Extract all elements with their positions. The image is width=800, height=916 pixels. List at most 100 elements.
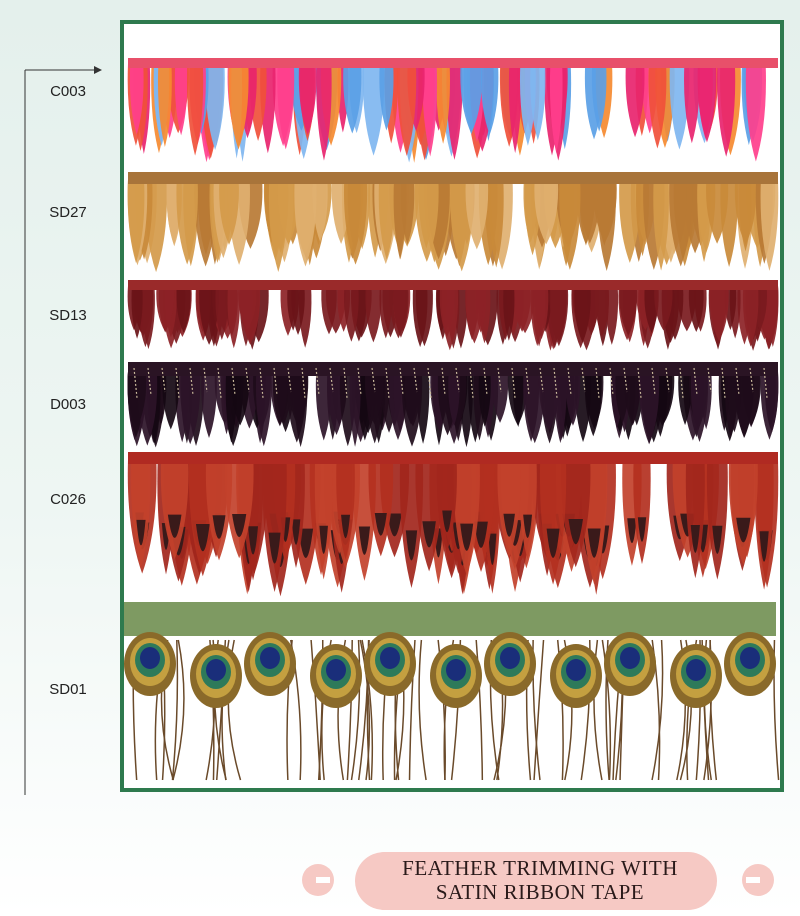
feather <box>180 372 201 445</box>
feather <box>368 460 394 557</box>
bead-string <box>483 367 488 396</box>
feather <box>414 180 439 262</box>
peacock-herl <box>533 639 545 781</box>
bead-string <box>161 367 166 393</box>
feather <box>224 460 254 559</box>
feather <box>228 64 249 150</box>
feather <box>379 64 394 131</box>
feather-tip <box>460 523 474 551</box>
feather <box>633 460 651 565</box>
feather-tip <box>136 519 146 546</box>
feather-tip <box>268 532 281 564</box>
feather <box>480 64 499 135</box>
feather <box>238 286 257 331</box>
feather <box>446 64 463 160</box>
feather <box>688 286 704 333</box>
bead-string <box>231 367 236 396</box>
ribbon <box>128 58 778 68</box>
feather-tip <box>319 525 328 554</box>
feather-tip <box>546 528 560 558</box>
footer-title: FEATHER TRIMMING WITH <box>402 856 678 880</box>
feather <box>512 372 524 427</box>
feather <box>294 180 317 267</box>
feather-tip <box>637 517 647 542</box>
feather <box>760 372 779 440</box>
feather <box>441 286 459 351</box>
bead-string <box>455 367 460 393</box>
feather <box>559 180 581 270</box>
bead-string <box>273 367 278 396</box>
feather-tip <box>736 517 751 543</box>
bead-string <box>665 367 670 393</box>
feather <box>199 286 220 345</box>
eye-blue <box>500 647 520 669</box>
bead-string <box>413 367 418 393</box>
bead-string <box>567 367 572 396</box>
product-code: C026 <box>50 491 86 508</box>
feather <box>503 286 515 341</box>
feather <box>156 286 175 332</box>
feather <box>648 64 667 149</box>
peacock-herl <box>171 639 179 781</box>
feather-bands <box>124 58 780 781</box>
feather <box>277 180 300 245</box>
bead-string <box>721 367 726 399</box>
feather <box>534 180 559 245</box>
feather <box>176 180 198 265</box>
bead-string <box>427 367 432 399</box>
feather <box>728 460 758 565</box>
bead-string <box>385 367 390 399</box>
feather <box>227 286 241 349</box>
feather <box>767 286 779 347</box>
feather <box>412 286 428 348</box>
feather-tip <box>374 513 387 536</box>
feather <box>343 64 362 134</box>
feather <box>734 180 757 245</box>
feather <box>399 460 424 588</box>
footer-title: SATIN RIBBON TAPE <box>435 880 645 904</box>
feather-tip <box>358 526 371 555</box>
feather <box>343 180 368 265</box>
feather-tip <box>405 530 418 561</box>
feather <box>685 460 705 579</box>
bead-string <box>469 367 474 399</box>
bead-string <box>707 367 712 393</box>
eye-blue <box>446 659 466 681</box>
feather <box>127 372 147 428</box>
peacock-herl <box>310 639 321 781</box>
feather <box>393 180 407 260</box>
bead-string <box>609 367 614 396</box>
feather <box>706 460 728 580</box>
feather <box>287 286 300 331</box>
feather <box>624 372 641 426</box>
feather <box>478 372 491 427</box>
feather-tip <box>712 525 723 554</box>
feather-tip <box>523 514 533 538</box>
feather-tip <box>627 518 637 544</box>
feather <box>465 180 489 250</box>
peacock-herl <box>172 639 185 781</box>
bead-string <box>441 367 446 396</box>
feather <box>176 286 191 333</box>
bead-string <box>679 367 684 399</box>
feather <box>131 286 143 339</box>
feather <box>174 64 188 136</box>
feather <box>364 372 384 424</box>
bead-string <box>287 367 292 393</box>
bead-string <box>637 367 642 399</box>
feather <box>141 286 155 350</box>
feather <box>201 372 217 438</box>
feather <box>538 372 560 432</box>
peacock-herl <box>601 639 612 781</box>
satin-ribbon <box>124 602 776 636</box>
feather-tip <box>195 523 210 552</box>
feather <box>639 372 660 445</box>
feather <box>365 286 382 343</box>
bead-string <box>189 367 194 396</box>
eye-blue <box>140 647 160 669</box>
feather <box>549 286 569 347</box>
feather <box>549 64 563 154</box>
feather <box>453 460 480 576</box>
feather <box>131 460 151 569</box>
bead-string <box>581 367 586 393</box>
